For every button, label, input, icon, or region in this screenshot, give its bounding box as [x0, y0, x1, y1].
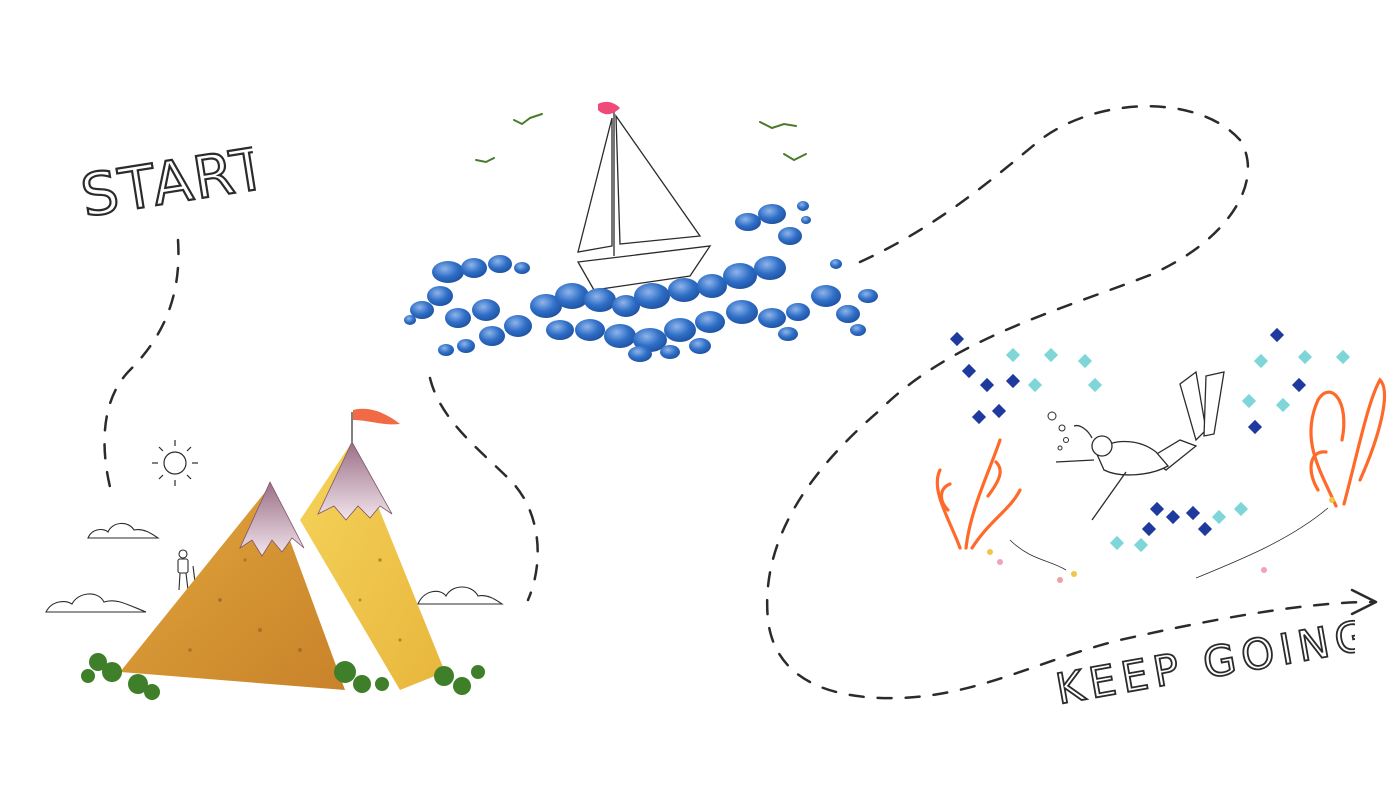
chip-specks — [188, 558, 402, 652]
onion-cap-left — [239, 481, 305, 557]
sun-icon — [152, 440, 198, 486]
mountain-scene — [45, 408, 504, 700]
bird-icon — [475, 113, 807, 164]
cloud-icon — [417, 586, 504, 605]
coral-right-icon — [1309, 377, 1387, 508]
beads-navy — [949, 327, 1307, 537]
arrow-head-icon — [1350, 588, 1378, 616]
onion-cap-right — [317, 441, 393, 521]
flag-icon — [353, 408, 400, 425]
cloud-icon — [45, 593, 147, 613]
sailboat-scene — [404, 101, 878, 362]
cloud-icon — [87, 522, 160, 539]
petal-waves — [404, 201, 878, 362]
diver-icon — [1055, 370, 1225, 521]
thread — [1195, 507, 1329, 579]
pennant-icon — [598, 101, 620, 115]
cilantro-icon — [81, 653, 485, 700]
beads-aqua — [1005, 347, 1351, 553]
coral-left-icon — [935, 438, 1022, 550]
thread — [1009, 539, 1067, 571]
dashed-path — [103, 105, 1374, 700]
sailboat-icon — [576, 112, 712, 291]
keep-going-text: KEEP GOING! — [1055, 618, 1355, 714]
bubbles-icon — [1047, 411, 1069, 451]
keep-going-label: KEEP GOING! — [1055, 618, 1355, 715]
diver-scene — [935, 327, 1387, 583]
seed-beads — [987, 497, 1335, 583]
